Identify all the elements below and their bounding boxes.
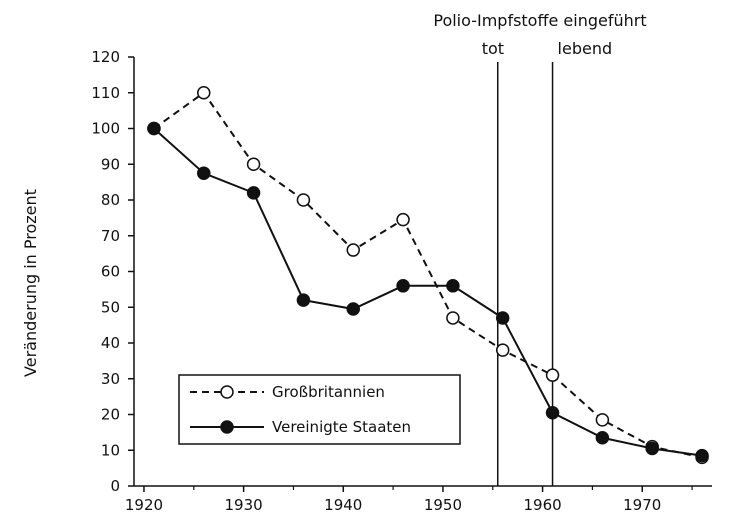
- legend: Großbritannien Vereinigte Staaten: [178, 374, 461, 445]
- x-tick-label: 1920: [125, 496, 163, 514]
- y-tick-label: 90: [101, 155, 120, 173]
- annotation-title: Polio-Impfstoffe eingeführt: [433, 11, 646, 30]
- data-point-vereinigte-staaten: [545, 405, 560, 420]
- data-point-grossbritannien: [545, 368, 560, 382]
- data-point-grossbritannien: [595, 413, 610, 427]
- annotation-label-tot: tot: [482, 39, 504, 58]
- legend-label-grossbritannien: Großbritannien: [272, 383, 385, 401]
- y-tick-label: 0: [110, 477, 120, 495]
- legend-marker-grossbritannien: [220, 385, 234, 399]
- y-axis-title: Veränderung in Prozent: [21, 189, 40, 377]
- data-point-grossbritannien: [246, 157, 261, 171]
- x-tick-label: 1940: [324, 496, 362, 514]
- data-point-vereinigte-staaten: [147, 121, 161, 136]
- data-point-vereinigte-staaten: [296, 293, 311, 307]
- ticks: 0 10 20 30 40 50 60 70 80 90 100 110 120 1920 1930 1940…: [91, 48, 693, 514]
- data-point-vereinigte-staaten: [595, 430, 610, 445]
- y-tick-label: 70: [101, 227, 120, 245]
- y-tick-label: 60: [101, 263, 120, 281]
- y-tick-label: 120: [91, 48, 120, 66]
- data-point-vereinigte-staaten: [645, 441, 659, 456]
- series-line-grossbritannien: [153, 91, 703, 459]
- y-tick-label: 20: [101, 406, 120, 424]
- data-point-vereinigte-staaten: [246, 186, 261, 200]
- data-point-vereinigte-staaten: [396, 279, 410, 293]
- y-tick-label: 40: [101, 334, 120, 352]
- y-tick-label: 30: [101, 370, 120, 388]
- data-point-grossbritannien: [296, 193, 311, 207]
- y-tick-label: 50: [101, 298, 120, 316]
- x-tick-label: 1930: [225, 496, 263, 514]
- x-tick-label: 1970: [623, 496, 661, 514]
- legend-marker-vereinigte-staaten: [220, 420, 234, 434]
- data-point-vereinigte-staaten: [695, 448, 709, 463]
- data-point-vereinigte-staaten: [346, 302, 360, 316]
- y-tick-label: 10: [101, 441, 120, 459]
- series-line-vereinigte-staaten: [153, 127, 703, 457]
- data-point-grossbritannien: [197, 86, 211, 100]
- y-tick-label: 110: [91, 84, 120, 102]
- series: [147, 86, 709, 465]
- x-tick-label: 1960: [523, 496, 561, 514]
- x-tick-label: 1950: [424, 496, 462, 514]
- data-point-vereinigte-staaten: [446, 279, 460, 293]
- data-point-grossbritannien: [495, 343, 510, 357]
- legend-label-vereinigte-staaten: Vereinigte Staaten: [272, 418, 411, 436]
- data-point-grossbritannien: [446, 311, 460, 325]
- data-point-grossbritannien: [346, 243, 360, 257]
- data-point-vereinigte-staaten: [495, 311, 510, 325]
- annotation-layer: Polio-Impfstoffe eingeführt tot lebend: [433, 11, 647, 486]
- annotation-label-lebend: lebend: [558, 39, 613, 58]
- y-tick-label: 80: [101, 191, 120, 209]
- data-point-vereinigte-staaten: [197, 166, 211, 180]
- data-point-grossbritannien: [396, 212, 410, 227]
- y-tick-label: 100: [91, 120, 120, 138]
